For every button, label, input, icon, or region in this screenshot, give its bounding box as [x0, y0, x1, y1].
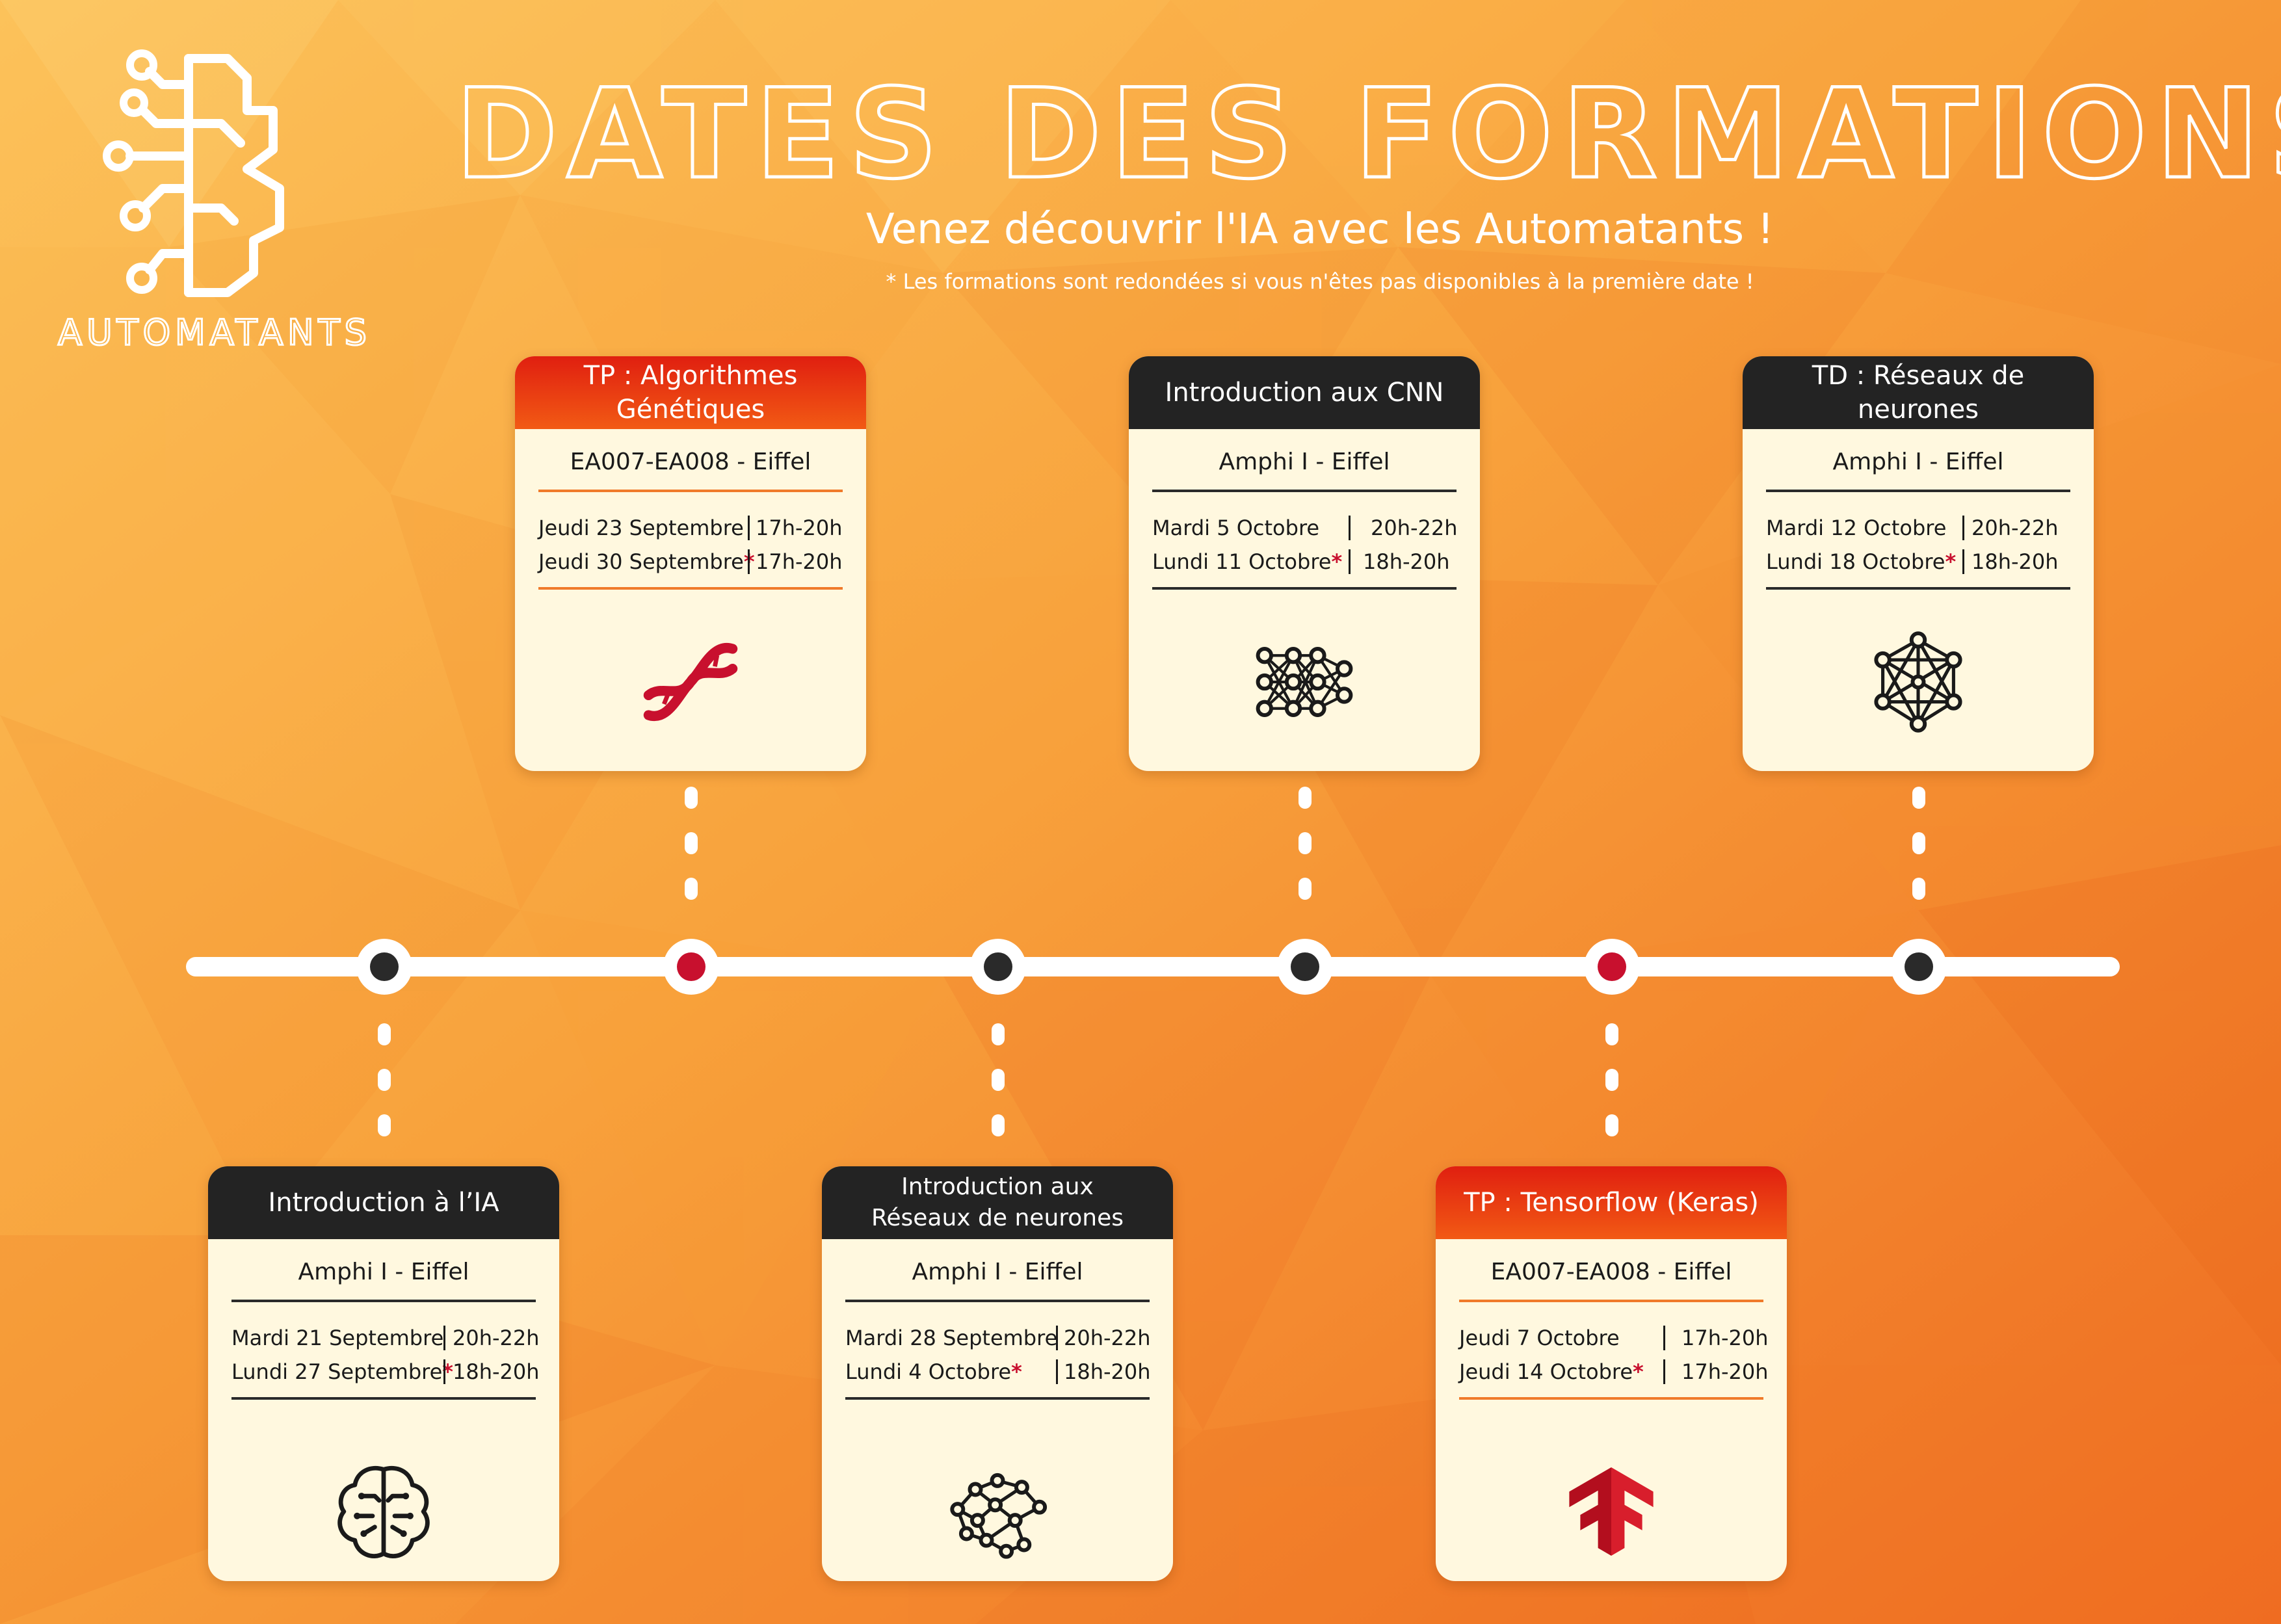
- card-title: Introduction à l’IA: [208, 1166, 559, 1239]
- logo-wordmark: AUTOMATANTS: [57, 311, 371, 354]
- card-location: EA007-EA008 - Eiffel: [1490, 1259, 1732, 1285]
- date-row: Jeudi 7 Octobre 17h-20h: [1459, 1326, 1769, 1350]
- card-title: TD : Réseaux de neurones: [1743, 356, 2094, 429]
- date-row: Jeudi 23 Septembre 17h-20h: [538, 516, 843, 540]
- card-title-line2: Réseaux de neurones: [871, 1205, 1124, 1231]
- page-note: * Les formations sont redondées si vous …: [886, 269, 1754, 294]
- card-location: EA007-EA008 - Eiffel: [570, 449, 811, 475]
- card-location: Amphi I - Eiffel: [1832, 449, 2004, 475]
- card-title: Introduction aux Réseaux de neurones: [822, 1166, 1173, 1239]
- date-row: Lundi 27 Septembre* 18h-20h: [231, 1359, 540, 1384]
- card-location: Amphi I - Eiffel: [1219, 449, 1390, 475]
- session-card-intro-reseaux: Introduction aux Réseaux de neurones Amp…: [822, 1166, 1173, 1581]
- date-row: Mardi 28 Septembre 20h-22h: [845, 1326, 1151, 1350]
- timeline-node: [356, 939, 412, 995]
- tensorflow-logo-icon: [1436, 1456, 1787, 1567]
- dna-icon: [515, 627, 866, 737]
- card-title: TP : Algorithmes Génétiques: [515, 356, 866, 429]
- timeline-node: [970, 939, 1026, 995]
- page-subtitle: Venez découvrir l'IA avec les Automatant…: [865, 205, 1774, 254]
- session-card-td-reseaux: TD : Réseaux de neurones Amphi I - Eiffe…: [1743, 356, 2094, 771]
- date-row: Mardi 12 Octobre 20h-22h: [1766, 516, 2059, 540]
- session-card-algorithmes-genetiques: TP : Algorithmes Génétiques EA007-EA008 …: [515, 356, 866, 771]
- timeline-bar: [186, 957, 2120, 976]
- timeline-node: [663, 939, 719, 995]
- card-location: Amphi I - Eiffel: [912, 1259, 1083, 1285]
- brain-circuit-icon: [208, 1456, 559, 1567]
- date-row: Lundi 4 Octobre* 18h-20h: [845, 1359, 1151, 1384]
- session-card-tensorflow: TP : Tensorflow (Keras) EA007-EA008 - Ei…: [1436, 1166, 1787, 1581]
- neural-network-icon: [1129, 627, 1480, 737]
- date-row: Jeudi 30 Septembre* 17h-20h: [538, 549, 843, 574]
- date-row: Lundi 18 Octobre* 18h-20h: [1766, 549, 2059, 574]
- neuron-mesh-icon: [822, 1456, 1173, 1567]
- network-graph-icon: [1743, 627, 2094, 737]
- session-card-intro-cnn: Introduction aux CNN Amphi I - Eiffel Ma…: [1129, 356, 1480, 771]
- card-title-line1: Introduction aux: [901, 1173, 1094, 1200]
- card-title: TP : Tensorflow (Keras): [1436, 1166, 1787, 1239]
- automatants-logo: AUTOMATANTS: [39, 46, 390, 371]
- timeline-node: [1277, 939, 1333, 995]
- date-row: Mardi 5 Octobre 20h-22h: [1152, 516, 1458, 540]
- page-title: DATES DES FORMATIONS: [454, 61, 2281, 208]
- card-title: Introduction aux CNN: [1129, 356, 1480, 429]
- timeline-node: [1891, 939, 1947, 995]
- card-location: Amphi I - Eiffel: [298, 1259, 469, 1285]
- timeline-node: [1584, 939, 1640, 995]
- date-row: Jeudi 14 Octobre* 17h-20h: [1459, 1359, 1769, 1384]
- brain-circuit-logo-icon: [103, 49, 284, 297]
- date-row: Mardi 21 Septembre 20h-22h: [231, 1326, 540, 1350]
- date-row: Lundi 11 Octobre* 18h-20h: [1152, 549, 1450, 574]
- session-card-intro-ia: Introduction à l’IA Amphi I - Eiffel Mar…: [208, 1166, 559, 1581]
